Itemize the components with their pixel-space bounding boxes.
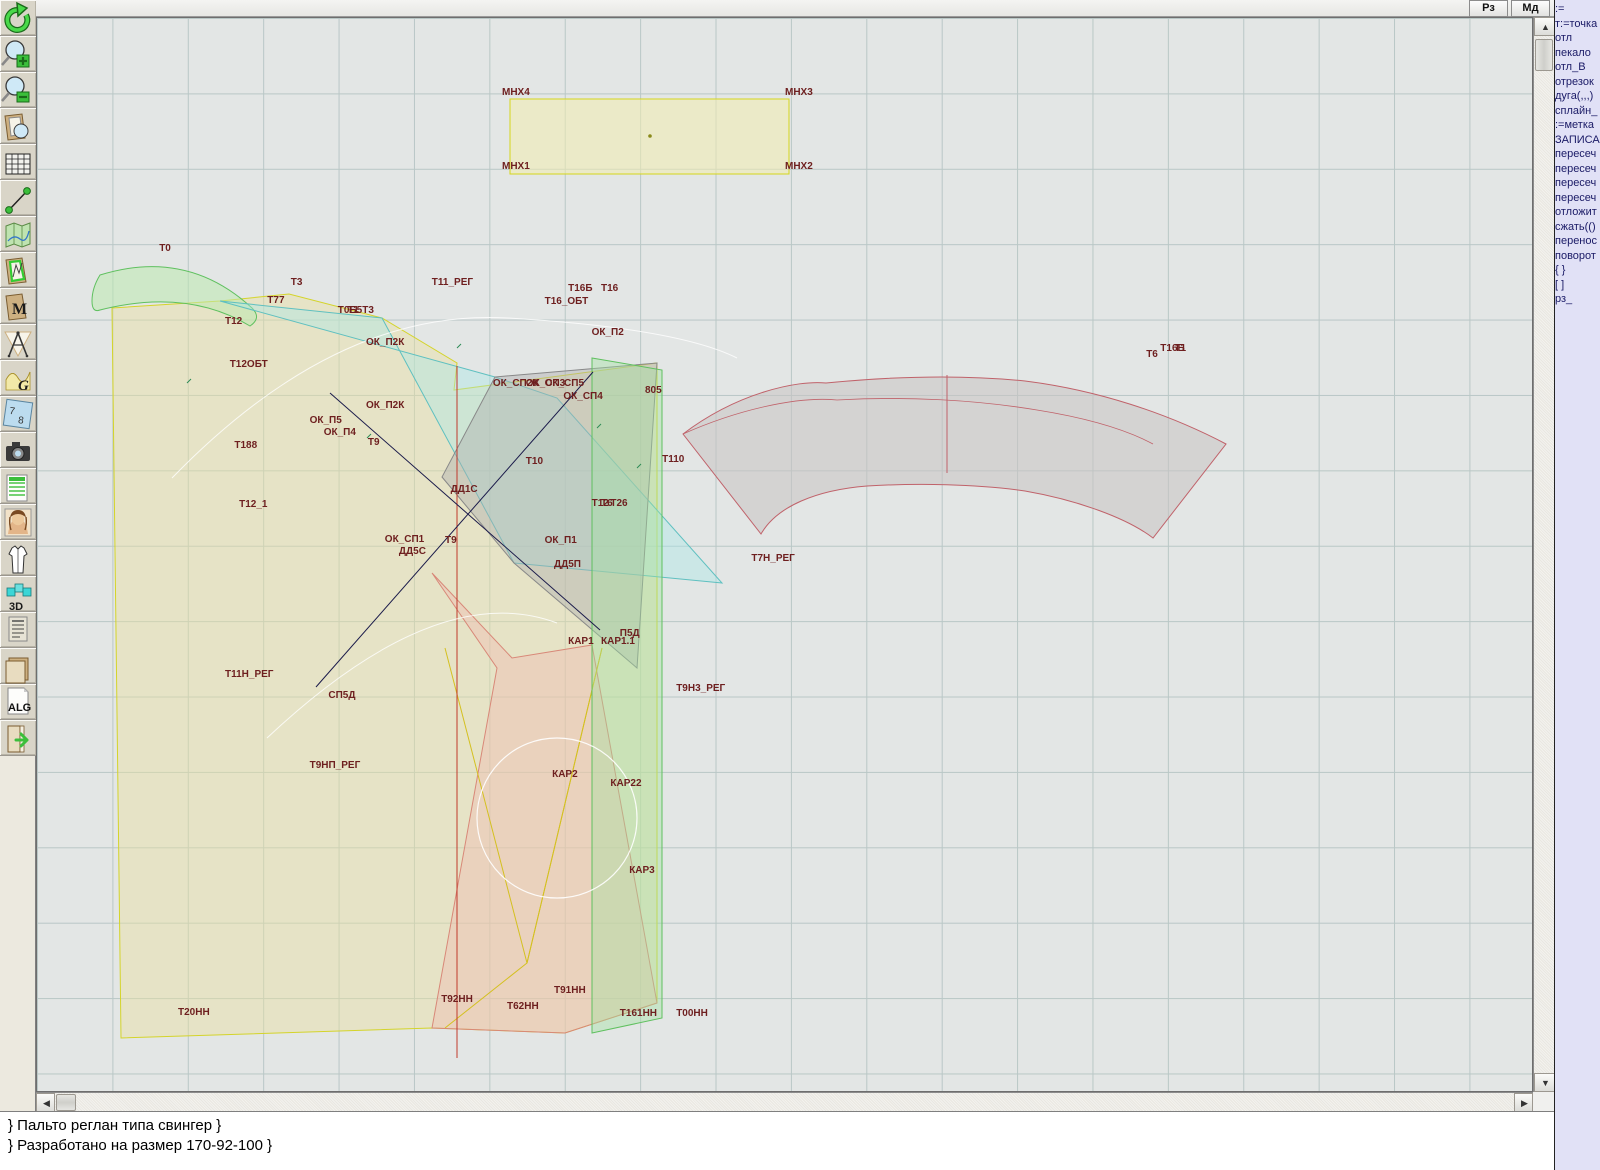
svg-text:M: M	[12, 301, 27, 318]
svg-text:3D: 3D	[9, 601, 23, 612]
svg-text:G: G	[18, 378, 29, 394]
svg-text:ALG: ALG	[8, 702, 31, 714]
